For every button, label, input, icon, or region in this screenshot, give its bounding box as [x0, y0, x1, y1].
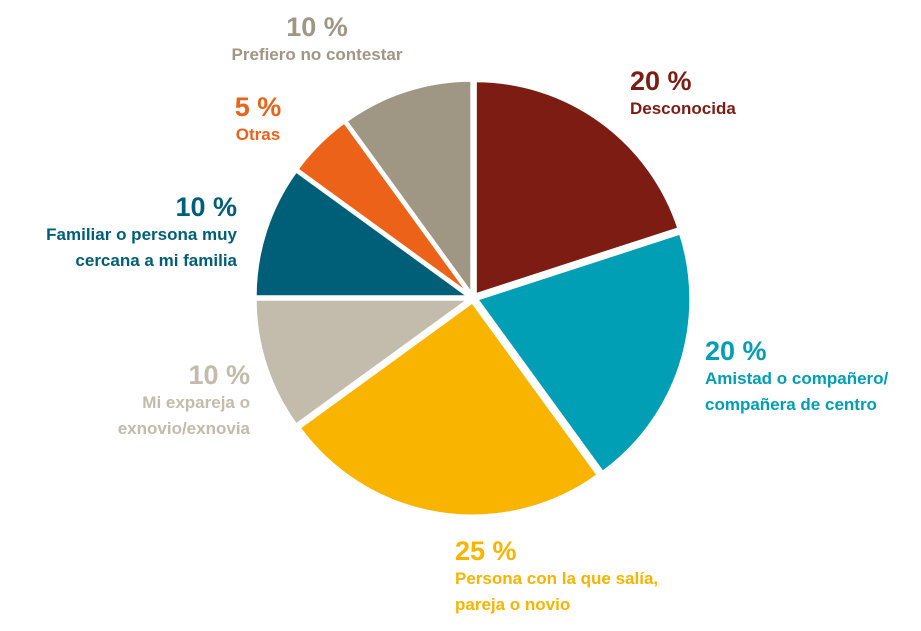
category-label: Persona con la que salía, pareja o novio: [455, 569, 659, 614]
pie-slice: [475, 231, 693, 474]
value-label: 5 %: [234, 92, 282, 122]
pie-slice: [253, 169, 471, 299]
category-label: Amistad o compañero/ compañera de centro: [705, 369, 889, 414]
slice-label: 5 % Otras: [235, 92, 282, 148]
pie-slice: [297, 300, 600, 518]
slice-label: 10 % Familiar o persona muy cercana a mi …: [46, 192, 237, 274]
value-label: 25 %: [455, 536, 517, 566]
value-label: 10 %: [188, 360, 250, 390]
slice-label: 25 % Persona con la que salía, pareja o n…: [455, 536, 658, 618]
category-label: Otras: [235, 125, 281, 144]
slice-label: 10 % Mi expareja o exnovio/exnovia: [118, 360, 250, 442]
slice-label: 20 % Amistad o compañero/ compañera de ce…: [705, 336, 888, 418]
pie-slice: [295, 120, 472, 297]
value-label: 10 %: [286, 12, 348, 42]
category-label: Prefiero no contestar: [231, 45, 403, 64]
slice-label: 20 % Desconocida: [630, 66, 736, 122]
pie-slice: [473, 79, 681, 297]
category-label: Mi expareja o exnovio/exnovia: [117, 393, 250, 438]
value-label: 20 %: [705, 336, 767, 366]
pie-slice: [344, 78, 474, 296]
value-label: 20 %: [630, 66, 692, 96]
value-label: 10 %: [175, 192, 237, 222]
category-label: Desconocida: [630, 99, 736, 118]
category-label: Familiar o persona muy cercana a mi fami…: [46, 225, 237, 270]
slice-label: 10 % Prefiero no contestar: [232, 12, 403, 68]
pie-slice: [253, 297, 471, 427]
